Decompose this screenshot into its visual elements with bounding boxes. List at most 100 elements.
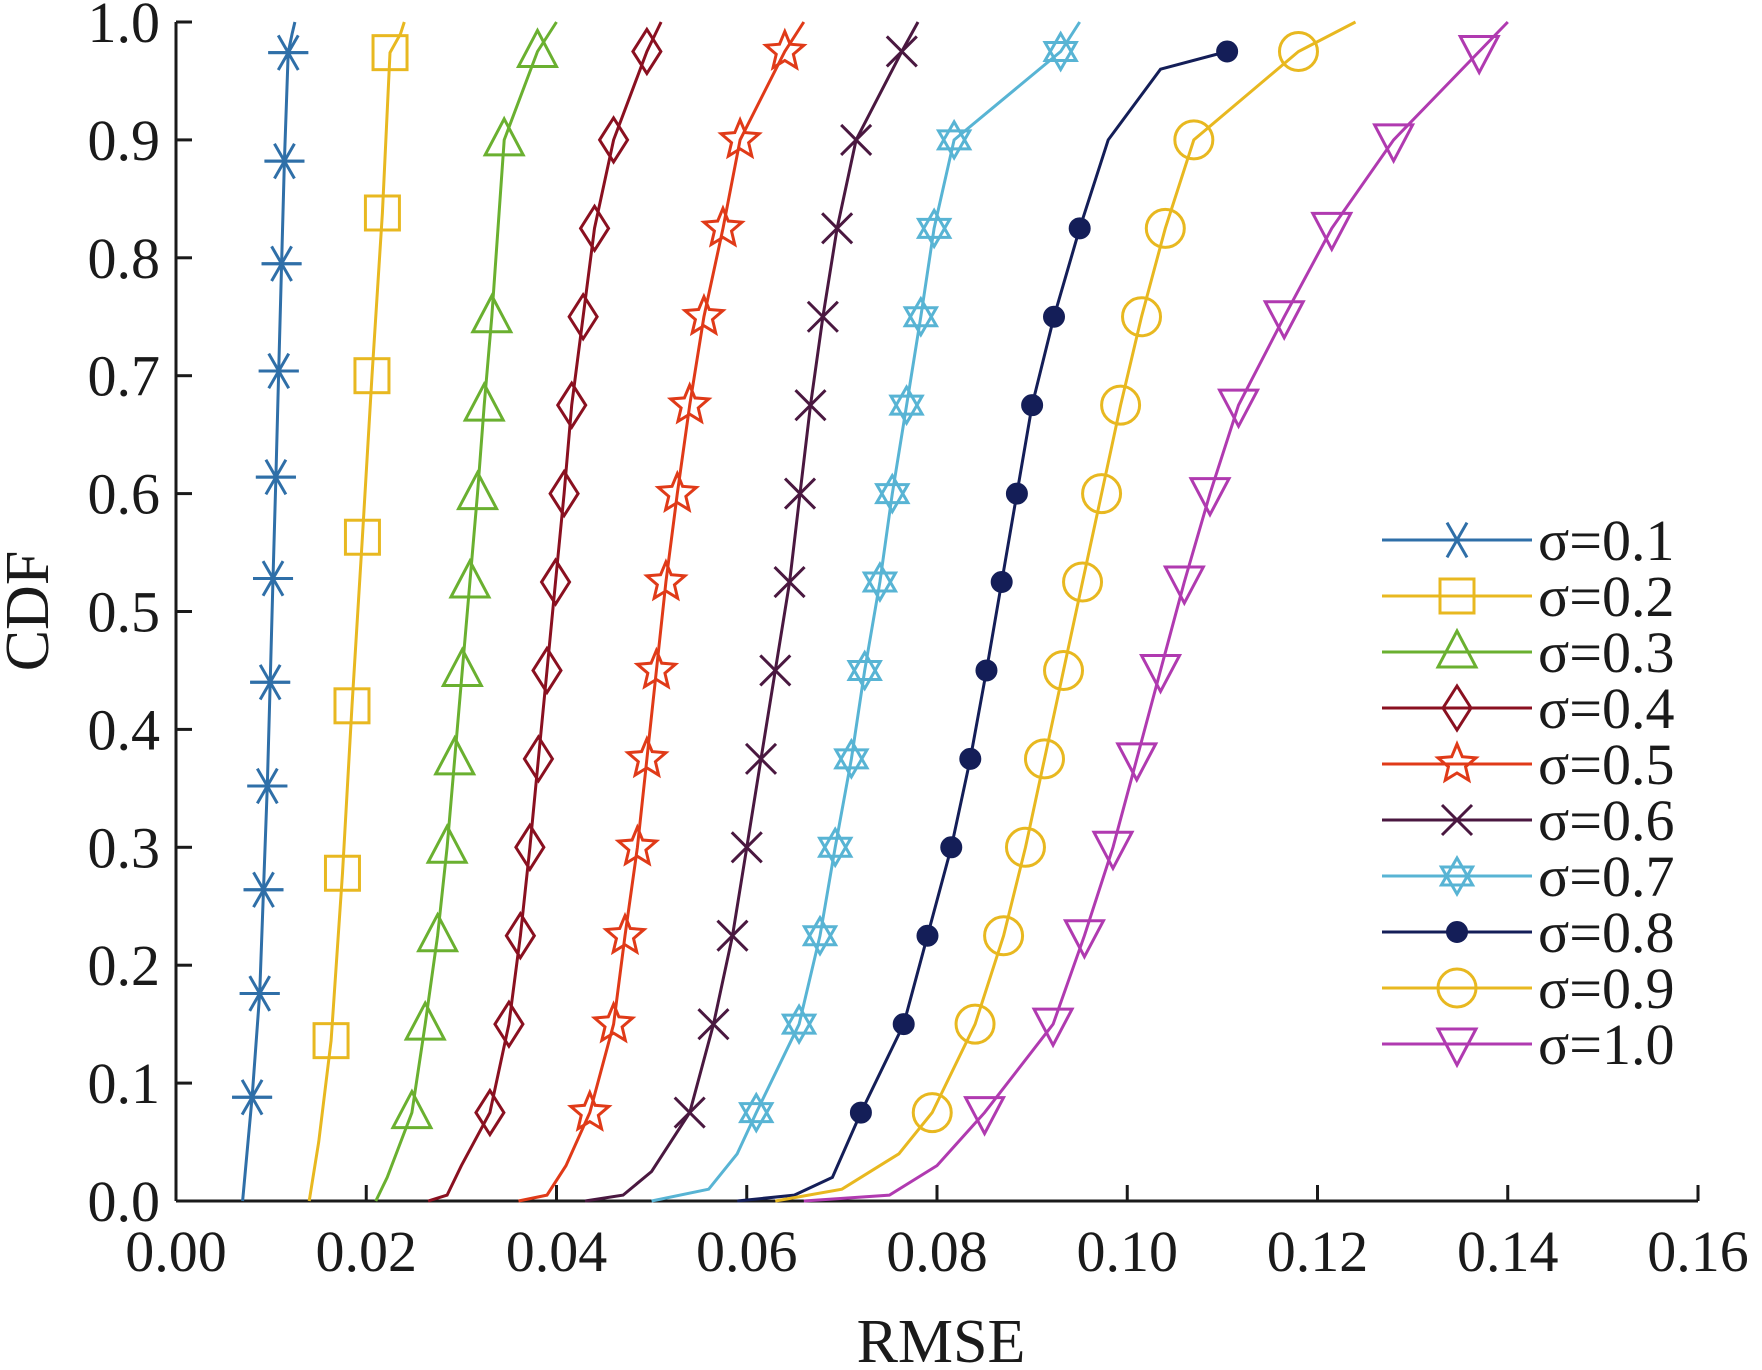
series-marker: [232, 1079, 273, 1116]
series-marker: [963, 1096, 1007, 1137]
series-marker: [1437, 521, 1477, 559]
legend-label: σ=0.3: [1538, 620, 1674, 685]
legend-item: σ=1.0: [1382, 1012, 1674, 1077]
series-marker: [935, 118, 973, 161]
series-marker: [1144, 207, 1186, 249]
series-marker: [1262, 300, 1306, 341]
series-marker: [539, 557, 572, 607]
series-line: [803, 20, 1509, 1203]
series-marker: [333, 687, 371, 725]
series-marker: [794, 389, 827, 422]
series-marker: [744, 742, 778, 775]
legend-label: σ=0.7: [1538, 844, 1674, 909]
series-marker: [1031, 1007, 1075, 1049]
series-marker: [846, 649, 883, 692]
series-line: [307, 21, 406, 1202]
series-marker: [1441, 683, 1473, 733]
series-marker: [1068, 217, 1091, 240]
y-tick-label: 0.6: [88, 462, 161, 527]
x-tick-label: 0.08: [886, 1219, 988, 1284]
series-marker: [911, 1092, 953, 1134]
series-marker: [482, 115, 526, 157]
series-marker: [1188, 477, 1232, 518]
series-marker: [425, 823, 469, 864]
series-marker: [548, 468, 580, 519]
series-marker: [849, 1101, 872, 1124]
series-marker: [597, 115, 630, 165]
legend-label: σ=0.5: [1538, 732, 1674, 797]
series-marker: [801, 914, 839, 957]
legend-label: σ=0.9: [1538, 956, 1674, 1021]
series-marker: [681, 292, 727, 337]
x-tick-label: 0.14: [1457, 1219, 1559, 1284]
series-marker: [885, 35, 918, 68]
y-tick-label: 1.0: [88, 0, 161, 55]
series-marker: [1435, 627, 1479, 669]
series-marker: [567, 1088, 613, 1132]
series-marker: [1217, 388, 1261, 430]
series-marker: [1043, 649, 1085, 691]
series-marker: [239, 975, 280, 1012]
legend-label: σ=0.4: [1538, 676, 1674, 741]
legend-label: σ=1.0: [1538, 1012, 1674, 1077]
series-marker: [416, 911, 460, 953]
series-marker: [888, 384, 925, 427]
series-marker: [261, 245, 302, 282]
series-marker: [716, 919, 749, 952]
series-marker: [268, 34, 309, 71]
series-marker: [1043, 305, 1066, 328]
series-marker: [1277, 30, 1319, 72]
series-marker: [1042, 30, 1079, 73]
series-marker: [633, 646, 680, 690]
y-tick-label: 0.1: [88, 1051, 161, 1116]
series-marker: [806, 300, 839, 333]
series-marker: [474, 1087, 506, 1138]
legend-item: σ=0.1: [1382, 508, 1674, 573]
series-marker: [578, 203, 611, 254]
series-marker: [1438, 577, 1476, 615]
series-marker: [783, 477, 817, 510]
series-line: [651, 21, 1081, 1203]
y-tick-label: 0.2: [88, 933, 161, 998]
series-marker: [1438, 855, 1476, 897]
x-tick-label: 0.16: [1647, 1219, 1749, 1284]
series-marker: [1310, 211, 1354, 253]
series-marker: [1062, 919, 1106, 960]
x-axis-title: RMSE: [857, 1308, 1026, 1370]
series-marker: [759, 654, 792, 687]
series-marker: [514, 822, 546, 873]
series-marker: [916, 924, 939, 947]
series-marker: [462, 380, 506, 422]
series-marker: [1457, 34, 1501, 76]
series-marker: [323, 854, 361, 892]
series-marker: [983, 915, 1025, 957]
series-line: [518, 21, 806, 1203]
series-marker: [1121, 296, 1163, 338]
legend-label: σ=0.2: [1538, 564, 1674, 629]
series-marker: [833, 737, 870, 780]
series-marker: [1100, 384, 1142, 426]
series-marker: [1081, 473, 1123, 515]
series-marker: [959, 747, 982, 770]
legend-label: σ=0.6: [1538, 788, 1674, 853]
series-marker: [975, 659, 998, 682]
legend-item: σ=0.7: [1382, 844, 1674, 909]
series-marker: [363, 194, 401, 232]
series-marker: [1435, 1027, 1479, 1069]
series-marker: [780, 1003, 818, 1046]
series-marker: [902, 295, 940, 338]
series-marker: [821, 212, 854, 245]
series-marker: [250, 664, 291, 701]
series-marker: [1440, 803, 1474, 837]
y-tick-label: 0.5: [88, 580, 161, 645]
series-marker: [990, 571, 1013, 594]
series-marker: [440, 646, 484, 687]
series-marker: [700, 204, 746, 248]
series-line: [374, 21, 558, 1202]
series-marker: [515, 27, 559, 68]
series-marker: [762, 27, 808, 71]
series-marker: [1434, 740, 1480, 784]
legend-item: σ=0.2: [1382, 564, 1674, 629]
x-tick-label: 0.00: [125, 1219, 227, 1284]
